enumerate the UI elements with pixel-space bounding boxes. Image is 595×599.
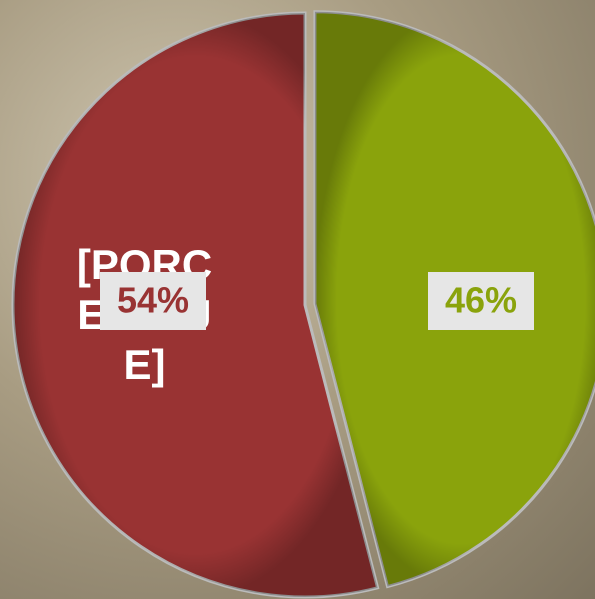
data-label: 46% <box>445 280 517 321</box>
page: [PORCENTAJE] 46%54% <box>0 0 595 599</box>
label-layer: 46% 54% <box>0 0 595 599</box>
data-label: 54% <box>117 280 189 321</box>
